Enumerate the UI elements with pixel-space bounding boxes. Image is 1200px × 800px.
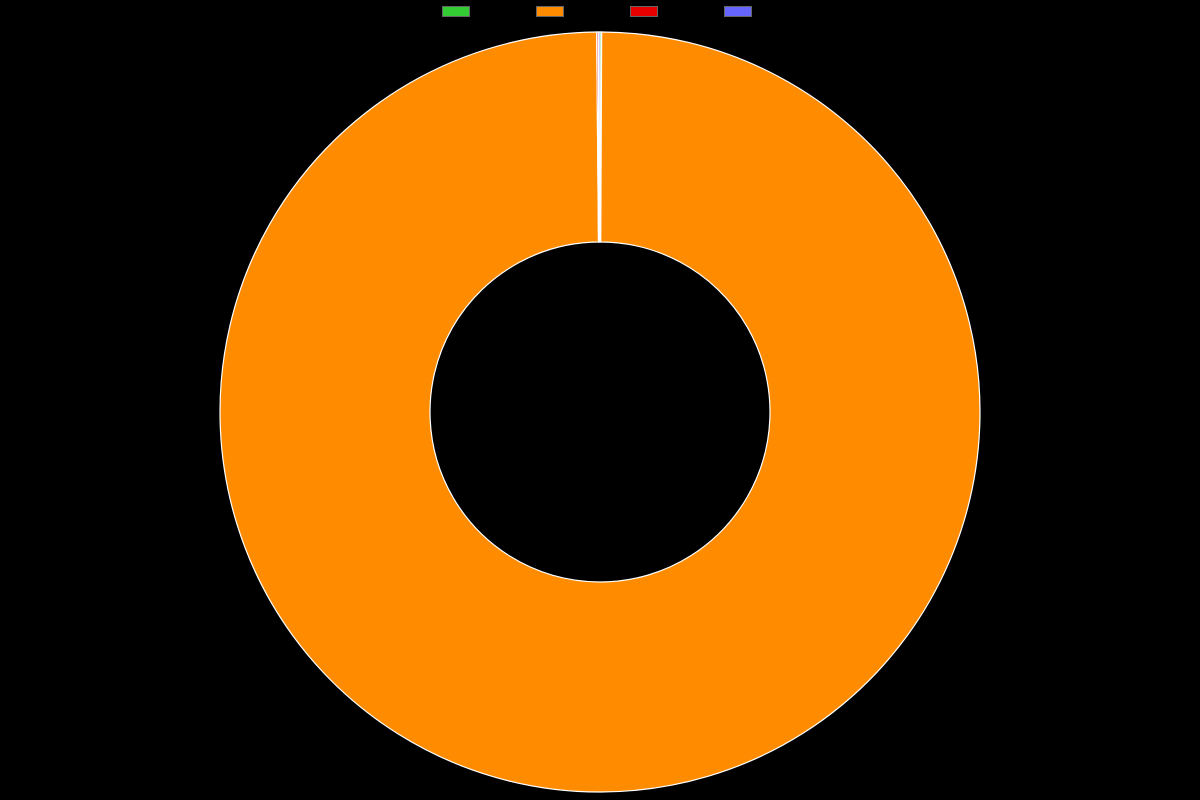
legend-item [536,6,570,17]
legend-swatch [442,6,470,17]
legend-swatch [630,6,658,17]
legend-item [442,6,476,17]
legend-item [630,6,664,17]
legend-item [724,6,758,17]
legend-swatch [724,6,752,17]
chart-container [0,0,1200,800]
legend-swatch [536,6,564,17]
donut-chart [0,24,1200,800]
legend [0,6,1200,17]
